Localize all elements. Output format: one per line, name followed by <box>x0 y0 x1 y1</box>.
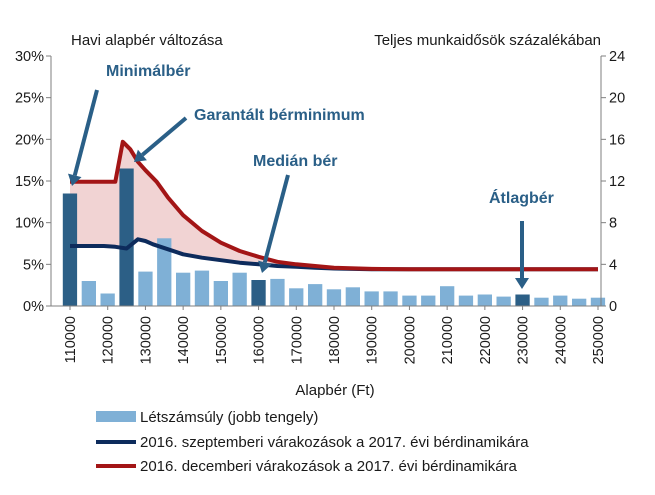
fill-between-area <box>70 141 598 270</box>
bar <box>458 295 474 306</box>
legend-label: 2016. decemberi várakozások a 2017. évi … <box>140 458 518 475</box>
annotation-label: Minimálbér <box>106 63 190 80</box>
right-tick-label: 20 <box>609 91 625 107</box>
x-tick-label: 190000 <box>365 316 381 364</box>
bar <box>308 284 323 306</box>
bar <box>345 287 360 307</box>
annotation-arrow-shaft <box>141 116 188 157</box>
bar-highlighted <box>62 193 78 306</box>
right-tick-label: 12 <box>609 174 625 190</box>
left-tick-label: 0% <box>23 299 44 315</box>
annotation-arrow-head <box>258 260 272 273</box>
x-tick-label: 210000 <box>440 316 456 364</box>
x-tick-label: 110000 <box>63 316 79 363</box>
x-tick-label: 250000 <box>591 316 607 364</box>
bar <box>81 281 96 306</box>
bar <box>289 288 304 306</box>
x-tick-label: 240000 <box>553 316 569 364</box>
bar <box>194 270 210 306</box>
bar <box>534 297 549 306</box>
annotation-arrow-head <box>134 149 147 162</box>
legend-label: 2016. szeptemberi várakozások a 2017. év… <box>140 434 529 451</box>
bar <box>270 278 285 306</box>
bar <box>383 291 398 306</box>
x-tick-label: 160000 <box>252 316 268 364</box>
legend-label: Létszámsúly (jobb tengely) <box>140 409 318 426</box>
left-tick-label: 15% <box>15 174 44 190</box>
x-tick-label: 130000 <box>138 316 154 364</box>
right-tick-label: 8 <box>609 216 617 232</box>
left-tick-label: 30% <box>15 49 44 65</box>
left-tick-label: 5% <box>23 257 44 273</box>
bar <box>100 293 115 306</box>
right-tick-label: 0 <box>609 299 617 315</box>
bar <box>402 295 417 306</box>
bar <box>176 272 191 306</box>
left-tick-label: 20% <box>15 132 44 148</box>
bar <box>553 295 568 306</box>
annotation-label: Medián bér <box>253 153 337 170</box>
series-line-september <box>70 237 598 272</box>
bar <box>440 286 455 306</box>
x-tick-label: 220000 <box>478 316 494 364</box>
annotation-arrow-head <box>515 278 529 289</box>
annotation-label: Garantált bérminimum <box>194 107 365 124</box>
bar <box>572 298 587 306</box>
bar-highlighted <box>251 280 266 306</box>
x-tick-label: 200000 <box>402 316 418 364</box>
bar <box>590 297 606 306</box>
annotation-label: Átlagbér <box>489 188 554 207</box>
bar <box>421 295 436 306</box>
x-tick-label: 170000 <box>289 316 305 364</box>
bar <box>364 291 379 306</box>
legend-swatch-bars <box>96 411 136 422</box>
annotation-arrow-head <box>68 173 82 186</box>
right-tick-label: 4 <box>609 257 617 273</box>
left-tick-label: 10% <box>15 216 44 232</box>
bar <box>477 294 492 306</box>
bar <box>232 272 247 306</box>
x-tick-label: 180000 <box>327 316 343 364</box>
bar-highlighted <box>515 294 530 306</box>
right-tick-label: 16 <box>609 132 625 148</box>
annotation-arrow-shaft <box>72 89 99 176</box>
right-tick-label: 24 <box>609 49 625 65</box>
bar-highlighted <box>119 168 134 306</box>
right-axis-title: Teljes munkaidősök százalékában <box>374 32 601 49</box>
x-tick-label: 230000 <box>516 316 532 364</box>
bar <box>138 271 153 306</box>
bar <box>157 238 172 306</box>
x-tick-label: 150000 <box>214 316 230 364</box>
x-tick-label: 120000 <box>101 316 117 364</box>
annotation-arrow-shaft <box>262 174 290 263</box>
series-line-december <box>70 139 598 272</box>
x-tick-label: 140000 <box>176 316 192 364</box>
left-axis-title: Havi alapbér változása <box>71 32 223 49</box>
bar <box>326 289 342 306</box>
bar <box>496 296 511 306</box>
bar <box>213 281 228 306</box>
left-tick-label: 25% <box>15 91 44 107</box>
x-axis-title: Alapbér (Ft) <box>295 382 374 399</box>
